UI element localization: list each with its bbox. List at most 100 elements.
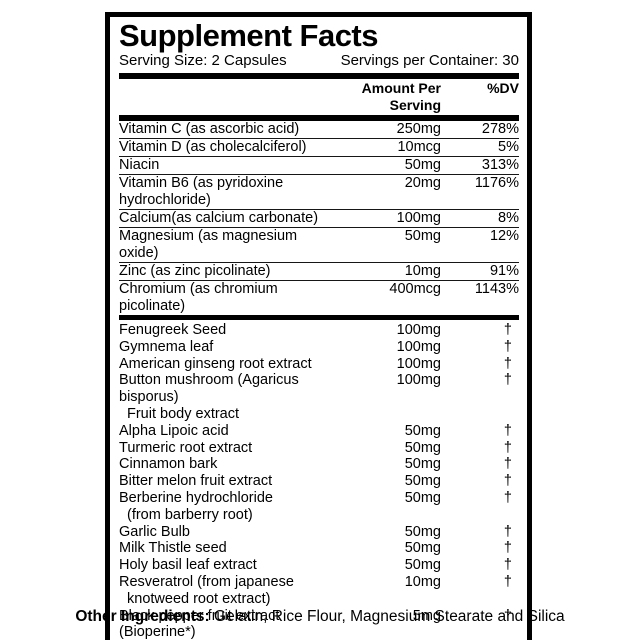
ingredient-daily-value: 1176%	[474, 175, 519, 191]
ingredient-daily-value: †	[503, 439, 512, 456]
ingredient-name: American ginseng root extract	[119, 355, 312, 372]
ingredient-daily-value: †	[503, 523, 512, 540]
ingredient-name: Vitamin B6 (as pyridoxine hydrochloride)	[119, 175, 284, 208]
ingredient-name: Gymnema leaf	[119, 338, 214, 355]
ingredient-amount: 10mg	[404, 263, 441, 279]
divider-bar-mid	[119, 315, 519, 320]
other-ingredients-text: Gelatin, Rice Flour, Magnesium Stearate …	[209, 608, 565, 625]
ingredient-daily-value: †	[503, 338, 512, 355]
ingredient-name: Bitter melon fruit extract	[119, 473, 273, 490]
supplement-facts-panel: Supplement Facts Serving Size: 2 Capsule…	[105, 12, 532, 640]
column-header-row: Amount Per Serving %DV	[119, 79, 519, 115]
ingredient-daily-value: †	[503, 422, 512, 439]
divider-bar-under-header	[119, 115, 519, 121]
ingredient-daily-value: 91%	[489, 263, 519, 279]
ingredient-row: Fenugreek Seed 100mg †	[119, 322, 519, 339]
ingredient-name: Chromium (as chromium picolinate)	[119, 281, 278, 314]
other-ingredients-line: Other Ingredients: Gelatin, Rice Flour, …	[0, 607, 640, 626]
ingredient-daily-value: †	[503, 473, 512, 490]
ingredient-daily-value: †	[503, 557, 512, 574]
ingredient-daily-value: †	[503, 540, 512, 557]
herbals-section: Fenugreek Seed 100mg † Gymnema leaf 100mg † Am…	[119, 320, 519, 640]
ingredient-daily-value: 1143%	[474, 281, 519, 297]
ingredient-amount: 10mg	[404, 573, 441, 590]
vitamins-section: Vitamin C (as ascorbic acid) 250mg 278% Vit…	[119, 121, 519, 315]
ingredient-row: Berberine hydrochloride (from barberry ro…	[119, 490, 519, 524]
other-ingredients-label: Other Ingredients:	[75, 608, 210, 625]
ingredient-row: Garlic Bulb 50mg †	[119, 524, 519, 541]
ingredient-amount: 100mg	[396, 322, 441, 338]
ingredient-daily-value: †	[503, 573, 512, 590]
ingredient-amount: 50mg	[404, 439, 441, 456]
serving-info-row: Serving Size: 2 Capsules Servings per Co…	[119, 52, 519, 73]
column-header-dv: %DV	[487, 80, 519, 96]
ingredient-daily-value: †	[503, 456, 512, 473]
ingredient-row: Vitamin B6 (as pyridoxine hydrochloride)…	[119, 175, 519, 210]
ingredient-row: Vitamin D (as cholecalciferol) 10mcg 5%	[119, 139, 519, 157]
ingredient-amount: 400mcg	[389, 281, 441, 297]
ingredient-row: Black pepper fruit extract (Bioperine*) 5…	[119, 608, 519, 640]
ingredient-amount: 50mg	[404, 157, 441, 173]
ingredient-name: Resveratrol (from japanese knotweed root …	[119, 573, 294, 607]
ingredient-row: Resveratrol (from japanese knotweed root …	[119, 574, 519, 608]
ingredient-name: Alpha Lipoic acid	[119, 422, 229, 439]
ingredient-name: Turmeric root extract	[119, 439, 253, 456]
ingredient-row: Button mushroom (Agaricus bisporus) Fruit…	[119, 372, 519, 422]
ingredient-amount: 50mg	[404, 523, 441, 540]
ingredient-amount: 5mg	[412, 607, 441, 624]
ingredient-name: Berberine hydrochloride (from barberry ro…	[119, 489, 273, 523]
ingredient-name: Vitamin C (as ascorbic acid)	[119, 121, 300, 137]
ingredient-name: Cinnamon bark	[119, 456, 218, 473]
ingredient-amount: 50mg	[404, 557, 441, 574]
ingredient-name: Magnesium (as magnesium oxide)	[119, 228, 298, 261]
ingredient-amount: 50mg	[404, 473, 441, 490]
ingredient-amount: 100mg	[396, 210, 441, 226]
ingredient-name: Calcium(as calcium carbonate)	[119, 210, 319, 226]
ingredient-row: Chromium (as chromium picolinate) 400mcg 1…	[119, 281, 519, 315]
ingredient-row: Holy basil leaf extract 50mg †	[119, 557, 519, 574]
ingredient-amount: 20mg	[404, 175, 441, 191]
ingredient-row: Niacin 50mg 313%	[119, 157, 519, 175]
ingredient-name: Milk Thistle seed	[119, 540, 227, 557]
ingredient-name: Button mushroom (Agaricus bisporus) Fruit…	[119, 372, 299, 422]
ingredient-row: Gymnema leaf 100mg †	[119, 339, 519, 356]
ingredient-row: Milk Thistle seed 50mg †	[119, 540, 519, 557]
ingredient-daily-value: 278%	[481, 121, 519, 137]
ingredient-daily-value: †	[503, 372, 512, 389]
ingredient-amount: 50mg	[404, 422, 441, 439]
ingredient-row: Magnesium (as magnesium oxide) 50mg 12%	[119, 228, 519, 263]
ingredient-amount: 50mg	[404, 228, 441, 244]
column-header-spacer	[119, 80, 321, 114]
ingredient-name: Holy basil leaf extract	[119, 557, 257, 574]
ingredient-row: Vitamin C (as ascorbic acid) 250mg 278%	[119, 121, 519, 139]
ingredient-amount: 100mg	[396, 372, 441, 389]
servings-per-container-text: Servings per Container: 30	[340, 52, 519, 69]
ingredient-amount: 50mg	[404, 489, 441, 506]
ingredient-name: Vitamin D (as cholecalciferol)	[119, 139, 307, 155]
ingredient-row: Calcium(as calcium carbonate) 100mg 8%	[119, 210, 519, 228]
column-header-amount: Amount Per Serving	[361, 80, 441, 113]
ingredient-amount: 100mg	[396, 338, 441, 355]
ingredient-daily-value: †	[503, 322, 512, 338]
panel-title: Supplement Facts	[119, 18, 379, 53]
ingredient-amount: 100mg	[396, 355, 441, 372]
ingredient-row: Alpha Lipoic acid 50mg †	[119, 423, 519, 440]
ingredient-daily-value: 12%	[489, 228, 519, 244]
divider-bar-top	[119, 73, 519, 79]
ingredient-daily-value: †	[503, 355, 512, 372]
ingredient-row: Bitter melon fruit extract 50mg †	[119, 473, 519, 490]
ingredient-name: Zinc (as zinc picolinate)	[119, 263, 271, 279]
ingredient-daily-value: 8%	[498, 210, 519, 226]
ingredient-amount: 10mcg	[397, 139, 441, 155]
serving-size-text: Serving Size: 2 Capsules	[119, 52, 287, 69]
ingredient-row: Cinnamon bark 50mg †	[119, 456, 519, 473]
ingredient-daily-value: †	[503, 489, 512, 506]
ingredient-daily-value: 313%	[481, 157, 519, 173]
ingredient-amount: 50mg	[404, 540, 441, 557]
ingredient-daily-value: 5%	[498, 139, 519, 155]
ingredient-daily-value: †	[503, 607, 512, 624]
ingredient-amount: 50mg	[404, 456, 441, 473]
ingredient-row: Zinc (as zinc picolinate) 10mg 91%	[119, 263, 519, 281]
ingredient-amount: 250mg	[396, 121, 441, 137]
